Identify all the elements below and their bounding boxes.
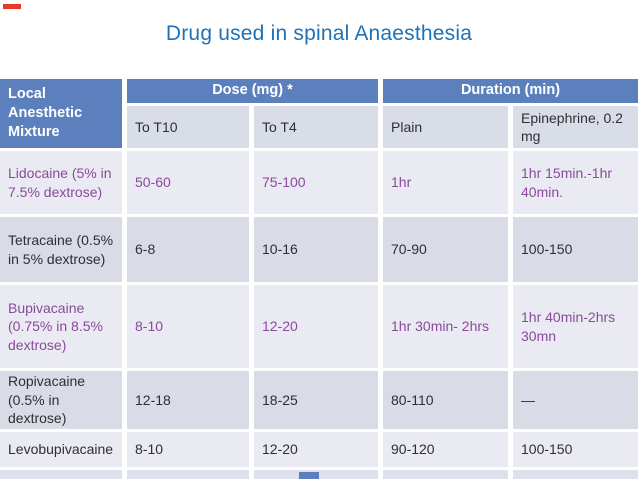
- cutoff-row-cell: [383, 470, 508, 479]
- drug-name-cell: Lidocaine (5% in 7.5% dextrose): [0, 151, 122, 214]
- dose-to-t10-cell: 6-8: [127, 217, 249, 282]
- duration-epinephrine-cell: 100-150: [513, 217, 638, 282]
- corner-header-cell: Local Anesthetic Mixture: [0, 79, 122, 148]
- dose-to-t10-cell: 8-10: [127, 285, 249, 368]
- dose-to-t10-cell: 12-18: [127, 371, 249, 429]
- subheader-to-t4: To T4: [254, 106, 378, 148]
- drug-name-cell: Tetracaine (0.5% in 5% dextrose): [0, 217, 122, 282]
- duration-epinephrine-cell: 100-150: [513, 432, 638, 467]
- drug-name-cell: Bupivacaine (0.75% in 8.5% dextrose): [0, 285, 122, 368]
- cutoff-row-cell: [513, 470, 638, 479]
- drug-name-cell: Levobupivacaine: [0, 432, 122, 467]
- subheader-plain: Plain: [383, 106, 508, 148]
- bottom-decoration: [299, 472, 319, 479]
- dose-to-t10-cell: 8-10: [127, 432, 249, 467]
- duration-plain-cell: 1hr 30min- 2hrs: [383, 285, 508, 368]
- drug-name-cell: Ropivacaine (0.5% in dextrose): [0, 371, 122, 429]
- duration-plain-cell: 70-90: [383, 217, 508, 282]
- dose-to-t4-cell: 18-25: [254, 371, 378, 429]
- duration-plain-cell: 80-110: [383, 371, 508, 429]
- dose-to-t4-cell: 10-16: [254, 217, 378, 282]
- duration-epinephrine-cell: 1hr 40min-2hrs 30mn: [513, 285, 638, 368]
- duration-group-header: Duration (min): [383, 79, 638, 103]
- cutoff-row-cell: [127, 470, 249, 479]
- anesthetic-drug-table: Local Anesthetic Mixture Dose (mg) * Dur…: [0, 79, 638, 479]
- duration-epinephrine-cell: —: [513, 371, 638, 429]
- dose-to-t4-cell: 12-20: [254, 285, 378, 368]
- duration-plain-cell: 90-120: [383, 432, 508, 467]
- dose-to-t4-cell: 75-100: [254, 151, 378, 214]
- slide-title: Drug used in spinal Anaesthesia: [165, 22, 473, 45]
- dose-to-t4-cell: 12-20: [254, 432, 378, 467]
- dose-group-header: Dose (mg) *: [127, 79, 378, 103]
- slide-corner-accent: [3, 4, 21, 9]
- subheader-to-t10: To T10: [127, 106, 249, 148]
- dose-to-t10-cell: 50-60: [127, 151, 249, 214]
- subheader-epinephrine: Epinephrine, 0.2 mg: [513, 106, 638, 148]
- duration-epinephrine-cell: 1hr 15min.-1hr 40min.: [513, 151, 638, 214]
- duration-plain-cell: 1hr: [383, 151, 508, 214]
- cutoff-row-cell: [0, 470, 122, 479]
